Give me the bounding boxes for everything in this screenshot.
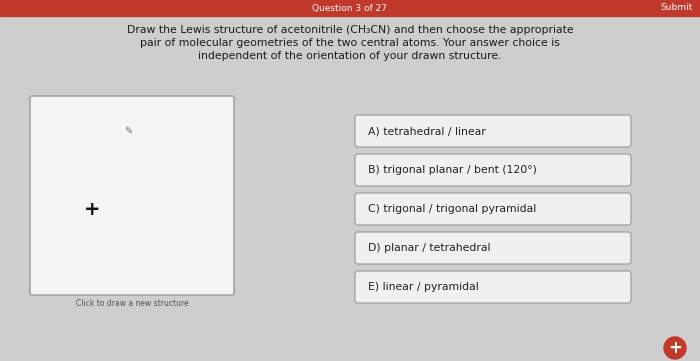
- Text: ✎: ✎: [124, 126, 132, 136]
- FancyBboxPatch shape: [355, 193, 631, 225]
- Text: Draw the Lewis structure of acetonitrile (CH₃CN) and then choose the appropriate: Draw the Lewis structure of acetonitrile…: [127, 25, 573, 35]
- Bar: [0, 0, 700, 16]
- Text: D) planar / tetrahedral: D) planar / tetrahedral: [368, 243, 491, 253]
- Text: Question 3 of 27: Question 3 of 27: [312, 4, 388, 13]
- FancyBboxPatch shape: [30, 96, 234, 295]
- FancyBboxPatch shape: [355, 232, 631, 264]
- FancyBboxPatch shape: [355, 271, 631, 303]
- Text: C) trigonal / trigonal pyramidal: C) trigonal / trigonal pyramidal: [368, 204, 536, 214]
- Text: Click to draw a new structure: Click to draw a new structure: [76, 299, 188, 308]
- FancyBboxPatch shape: [355, 154, 631, 186]
- Text: pair of molecular geometries of the two central atoms. Your answer choice is: pair of molecular geometries of the two …: [140, 38, 560, 48]
- Circle shape: [664, 337, 686, 359]
- Text: A) tetrahedral / linear: A) tetrahedral / linear: [368, 126, 486, 136]
- Text: B) trigonal planar / bent (120°): B) trigonal planar / bent (120°): [368, 165, 537, 175]
- Text: +: +: [84, 200, 100, 219]
- Text: E) linear / pyramidal: E) linear / pyramidal: [368, 282, 479, 292]
- FancyBboxPatch shape: [355, 115, 631, 147]
- Text: +: +: [668, 339, 682, 357]
- Text: independent of the orientation of your drawn structure.: independent of the orientation of your d…: [198, 51, 502, 61]
- Text: Submit: Submit: [661, 4, 693, 13]
